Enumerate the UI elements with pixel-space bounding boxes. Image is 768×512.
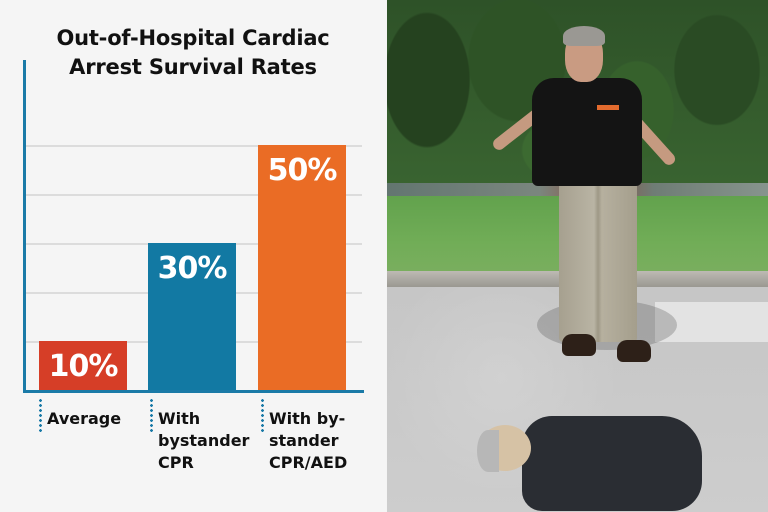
bar-value-label: 50% [267,153,338,188]
bar-bystander-cpr: 30% [148,243,236,390]
bar-average: 10% [39,341,127,390]
dotted-tick [261,398,264,434]
category-label-bystander-cpr: With bystander CPR [158,409,250,472]
presenter-left-shoe [562,334,596,356]
gridline-50 [26,145,362,147]
category-label-average: Average [47,409,122,428]
chart-title: Out-of-Hospital Cardiac Arrest Survival … [0,24,386,82]
training-photo [387,0,768,512]
presenter-shirt [532,78,642,186]
chart-panel: Out-of-Hospital Cardiac Arrest Survival … [0,24,386,472]
chart-title-line-1: Out-of-Hospital Cardiac [56,26,330,50]
y-axis [23,60,26,393]
bar-value-label: 10% [48,349,119,384]
shirt-logo [597,105,619,110]
presenter-right-shoe [617,340,651,362]
bar-value-label: 30% [157,251,228,286]
x-axis [23,390,364,393]
chart-title-line-2: Arrest Survival Rates [69,55,317,79]
gridline-40 [26,194,362,196]
dotted-tick [39,398,42,434]
presenter-legs [559,182,637,342]
category-label-bystander-cpr-aed: With by- stander CPR/AED [269,409,348,472]
manikin-hair [477,430,499,472]
dotted-tick [150,398,153,434]
road-paint [655,302,768,342]
bar-bystander-cpr-aed: 50% [258,145,346,390]
manikin-body [522,416,702,511]
presenter-hair [563,26,605,46]
